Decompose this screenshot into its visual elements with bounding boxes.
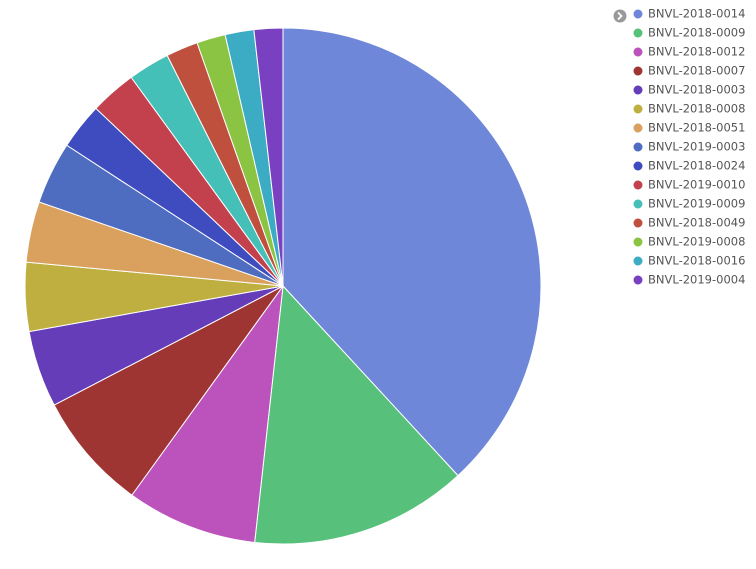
pie-slice[interactable] xyxy=(282,27,542,477)
legend-marker xyxy=(633,275,643,285)
legend-label[interactable]: BNVL-2018-0008 xyxy=(648,102,745,116)
legend-marker xyxy=(633,180,643,190)
legend-label[interactable]: BNVL-2018-0024 xyxy=(648,159,745,173)
legend-marker xyxy=(633,104,643,114)
legend-label[interactable]: BNVL-2018-0012 xyxy=(648,45,745,59)
legend-marker xyxy=(633,161,643,171)
legend-marker xyxy=(633,237,643,247)
legend-marker xyxy=(633,85,643,95)
legend-label[interactable]: BNVL-2019-0010 xyxy=(648,178,745,192)
legend-marker xyxy=(633,142,643,152)
pie-slice[interactable] xyxy=(254,284,459,545)
legend-label[interactable]: BNVL-2018-0003 xyxy=(648,83,745,97)
legend-label[interactable]: BNVL-2018-0007 xyxy=(648,64,745,78)
pie-slice[interactable] xyxy=(131,284,284,543)
legend-marker xyxy=(633,256,643,266)
legend-label[interactable]: BNVL-2018-0014 xyxy=(648,7,745,21)
legend-marker xyxy=(633,47,643,57)
legend-label[interactable]: BNVL-2019-0003 xyxy=(648,140,745,154)
legend-marker xyxy=(633,28,643,38)
legend-marker xyxy=(633,66,643,76)
legend-marker xyxy=(633,123,643,133)
pie-slice[interactable] xyxy=(253,27,284,287)
legend-label[interactable]: BNVL-2019-0008 xyxy=(648,235,745,249)
legend-toggle[interactable] xyxy=(613,9,627,23)
legend-marker xyxy=(633,199,643,209)
legend-label[interactable]: BNVL-2018-0049 xyxy=(648,216,745,230)
legend-label[interactable]: BNVL-2018-0009 xyxy=(648,26,745,40)
legend-label[interactable]: BNVL-2019-0004 xyxy=(648,273,745,287)
pie-slice[interactable] xyxy=(53,285,284,496)
legend-marker xyxy=(633,218,643,228)
legend-marker xyxy=(633,9,643,19)
legend-label[interactable]: BNVL-2018-0016 xyxy=(648,254,745,268)
legend-label[interactable]: BNVL-2018-0051 xyxy=(648,121,745,135)
legend-label[interactable]: BNVL-2019-0009 xyxy=(648,197,745,211)
